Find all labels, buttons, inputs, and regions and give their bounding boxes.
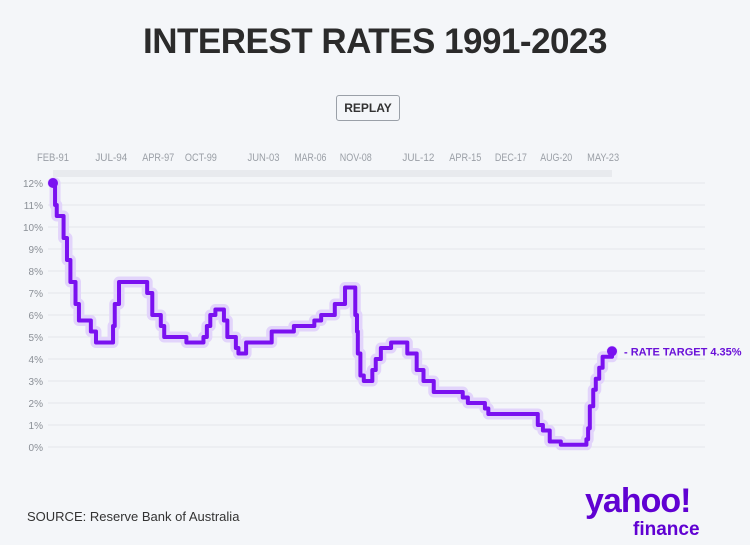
x-tick-label: APR-97: [142, 152, 174, 164]
y-tick-label: 3%: [29, 377, 44, 388]
y-tick-label: 6%: [29, 311, 44, 322]
y-tick-label: 7%: [29, 289, 44, 300]
x-tick-label: AUG-20: [540, 152, 572, 164]
source-note: SOURCE: Reserve Bank of Australia: [27, 509, 240, 524]
y-tick-label: 4%: [29, 355, 44, 366]
y-tick-label: 11%: [24, 201, 43, 212]
x-tick-label: JUL-12: [402, 152, 434, 164]
x-tick-label: MAR-06: [294, 152, 326, 164]
end-point: [607, 346, 617, 357]
x-tick-label: DEC-17: [495, 152, 527, 164]
x-tick-label: APR-15: [449, 152, 481, 164]
yahoo-finance-logo: yahoo! finance: [585, 484, 700, 539]
rate-target-annotation: - RATE TARGET 4.35%: [624, 346, 742, 358]
y-tick-label: 8%: [29, 267, 44, 278]
y-tick-label: 2%: [29, 399, 44, 410]
replay-button[interactable]: REPLAY: [336, 95, 400, 121]
y-tick-label: 9%: [29, 245, 44, 256]
chart-title: INTEREST RATES 1991-2023: [143, 22, 607, 61]
start-point: [48, 178, 58, 188]
x-tick-label: JUN-03: [247, 152, 279, 164]
x-tick-label: NOV-08: [340, 152, 372, 164]
x-tick-label: FEB-91: [37, 152, 69, 164]
y-tick-label: 1%: [29, 421, 44, 432]
x-tick-label: JUL-94: [95, 152, 127, 164]
x-tick-label: OCT-99: [185, 152, 217, 164]
y-tick-label: 10%: [23, 223, 43, 234]
series-line: [53, 181, 614, 447]
logo-sub: finance: [633, 519, 700, 540]
y-tick-label: 12%: [23, 179, 43, 190]
logo-main: yahoo!: [585, 482, 691, 520]
y-tick-label: 0%: [29, 443, 44, 454]
x-tick-label: MAY-23: [587, 152, 619, 164]
timeline-track: [53, 170, 612, 177]
y-tick-label: 5%: [29, 333, 44, 344]
